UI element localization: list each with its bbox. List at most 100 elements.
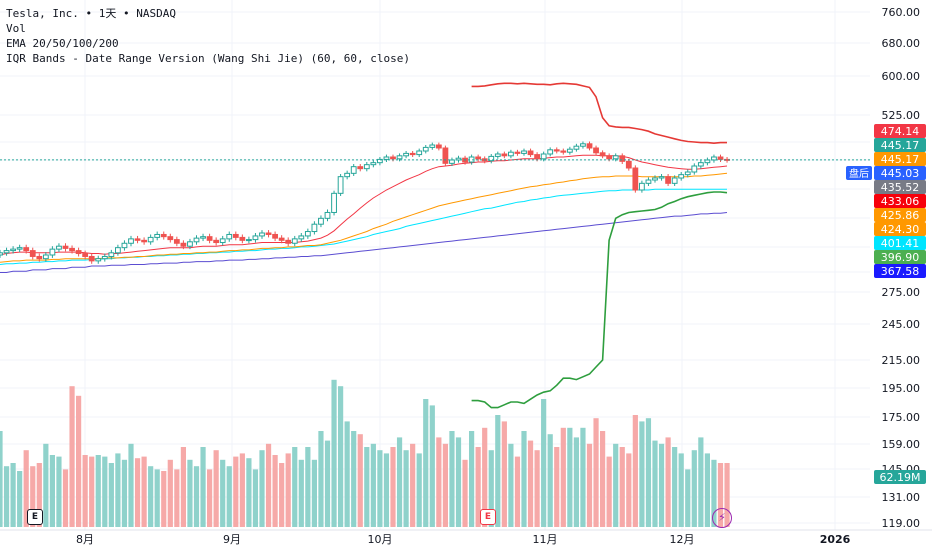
- price-tag-bg: [874, 236, 926, 250]
- volume-bar: [711, 459, 717, 527]
- candle-body: [278, 237, 285, 241]
- candle-body: [252, 235, 259, 241]
- earnings-icon-1[interactable]: E: [27, 509, 43, 525]
- volume-bar: [23, 450, 29, 527]
- candle-body: [69, 247, 75, 252]
- candle-body: [200, 236, 206, 239]
- candle-body: [272, 233, 279, 239]
- volume-bar: [193, 466, 200, 527]
- volume-bar: [403, 450, 409, 527]
- candle-body: [206, 236, 213, 241]
- volume-bar: [390, 447, 396, 527]
- candle-body: [128, 238, 134, 244]
- price-axis[interactable]: 760.00 680.00 600.00 525.00 275.00 245.00 215.…: [882, 6, 921, 530]
- volume-bar: [69, 386, 75, 527]
- candle-body: [390, 156, 396, 160]
- time-tick-label: 8月: [76, 533, 94, 546]
- price-tag-label: 396.90: [881, 251, 920, 264]
- volume-bar: [246, 458, 252, 527]
- volume-bar: [469, 431, 475, 527]
- candle-body: [173, 239, 180, 244]
- candle-body: [521, 150, 527, 154]
- volume-bar: [495, 415, 501, 527]
- price-tag-bg: [874, 264, 926, 278]
- volume-bar: [259, 450, 265, 527]
- price-tick-label: 760.00: [882, 6, 921, 19]
- volume-bar: [364, 447, 370, 527]
- candle-body: [449, 159, 455, 164]
- candle-body: [678, 174, 685, 179]
- candle-body: [580, 143, 586, 147]
- legend-symbol[interactable]: Tesla, Inc. • 1天 • NASDAQ: [6, 7, 176, 20]
- chart-legend: Tesla, Inc. • 1天 • NASDAQ Vol EMA 20/50/…: [6, 6, 410, 66]
- volume-bar: [547, 434, 553, 527]
- volume-bar: [514, 456, 521, 527]
- time-tick-label: 10月: [368, 533, 393, 546]
- price-tag-label: 445.03: [881, 167, 920, 180]
- candle-body: [632, 167, 639, 191]
- volume-bar: [265, 443, 272, 527]
- candle-body: [704, 159, 711, 164]
- candle-body: [403, 152, 410, 157]
- volume-bar: [89, 456, 95, 527]
- candle-body: [232, 233, 239, 238]
- candle-body: [304, 231, 311, 237]
- after-hours-bg: [846, 166, 872, 180]
- candle-body: [619, 155, 626, 162]
- volume-bar: [285, 453, 291, 527]
- volume-bar: [344, 421, 350, 527]
- candle-body: [88, 255, 95, 262]
- candle-body: [508, 151, 514, 157]
- candle-body: [226, 233, 233, 240]
- candle-body: [337, 176, 344, 194]
- price-tick-label: 131.00: [882, 491, 921, 504]
- candle-body: [134, 238, 141, 241]
- candle-body: [141, 239, 147, 243]
- candle-body: [645, 179, 652, 184]
- volume-bar: [724, 463, 730, 527]
- volume-bar: [298, 459, 304, 527]
- price-tick-label: 600.00: [882, 70, 921, 83]
- volume-bar: [410, 443, 416, 527]
- candle-body: [42, 254, 49, 260]
- candle-body: [298, 235, 305, 240]
- candle-body: [154, 233, 161, 238]
- volume-bar: [488, 450, 494, 527]
- dividend-icon[interactable]: ⚡: [712, 508, 732, 528]
- volume-bar: [115, 453, 121, 527]
- candle-body: [370, 162, 377, 166]
- candle-body: [265, 232, 272, 235]
- candle-body: [318, 217, 324, 225]
- time-tick-label: 11月: [533, 533, 558, 546]
- volume-bar: [311, 459, 317, 527]
- volume-bars: [0, 379, 730, 527]
- legend-iqr[interactable]: IQR Bands - Date Range Version (Wang Shi…: [6, 52, 410, 65]
- price-tag-bg: [874, 180, 926, 194]
- price-tick-label: 525.00: [882, 109, 921, 122]
- volume-bar: [521, 431, 527, 527]
- volume-bar: [331, 379, 337, 527]
- volume-bar: [377, 450, 383, 527]
- candle-body: [691, 165, 698, 173]
- volume-bar: [121, 459, 128, 527]
- price-tag-label: 435.52: [881, 181, 920, 194]
- volume-bar: [717, 463, 724, 527]
- candle-body: [566, 148, 573, 153]
- price-tag-bg: [874, 152, 926, 166]
- candle-body: [383, 156, 390, 160]
- volume-bar: [43, 443, 49, 527]
- legend-volume[interactable]: Vol: [6, 22, 26, 35]
- volume-bar: [541, 399, 547, 527]
- time-axis[interactable]: 8月 9月 10月 11月 12月 2026: [0, 529, 932, 546]
- volume-bar: [239, 453, 245, 527]
- volume-bar: [580, 427, 586, 527]
- earnings-icon-2[interactable]: E: [480, 509, 496, 525]
- candle-body: [665, 176, 672, 184]
- volume-bar: [187, 459, 193, 527]
- volume-bar: [36, 463, 42, 527]
- candle-body: [29, 250, 36, 257]
- legend-ema[interactable]: EMA 20/50/100/200: [6, 37, 119, 50]
- volume-bar: [632, 415, 638, 527]
